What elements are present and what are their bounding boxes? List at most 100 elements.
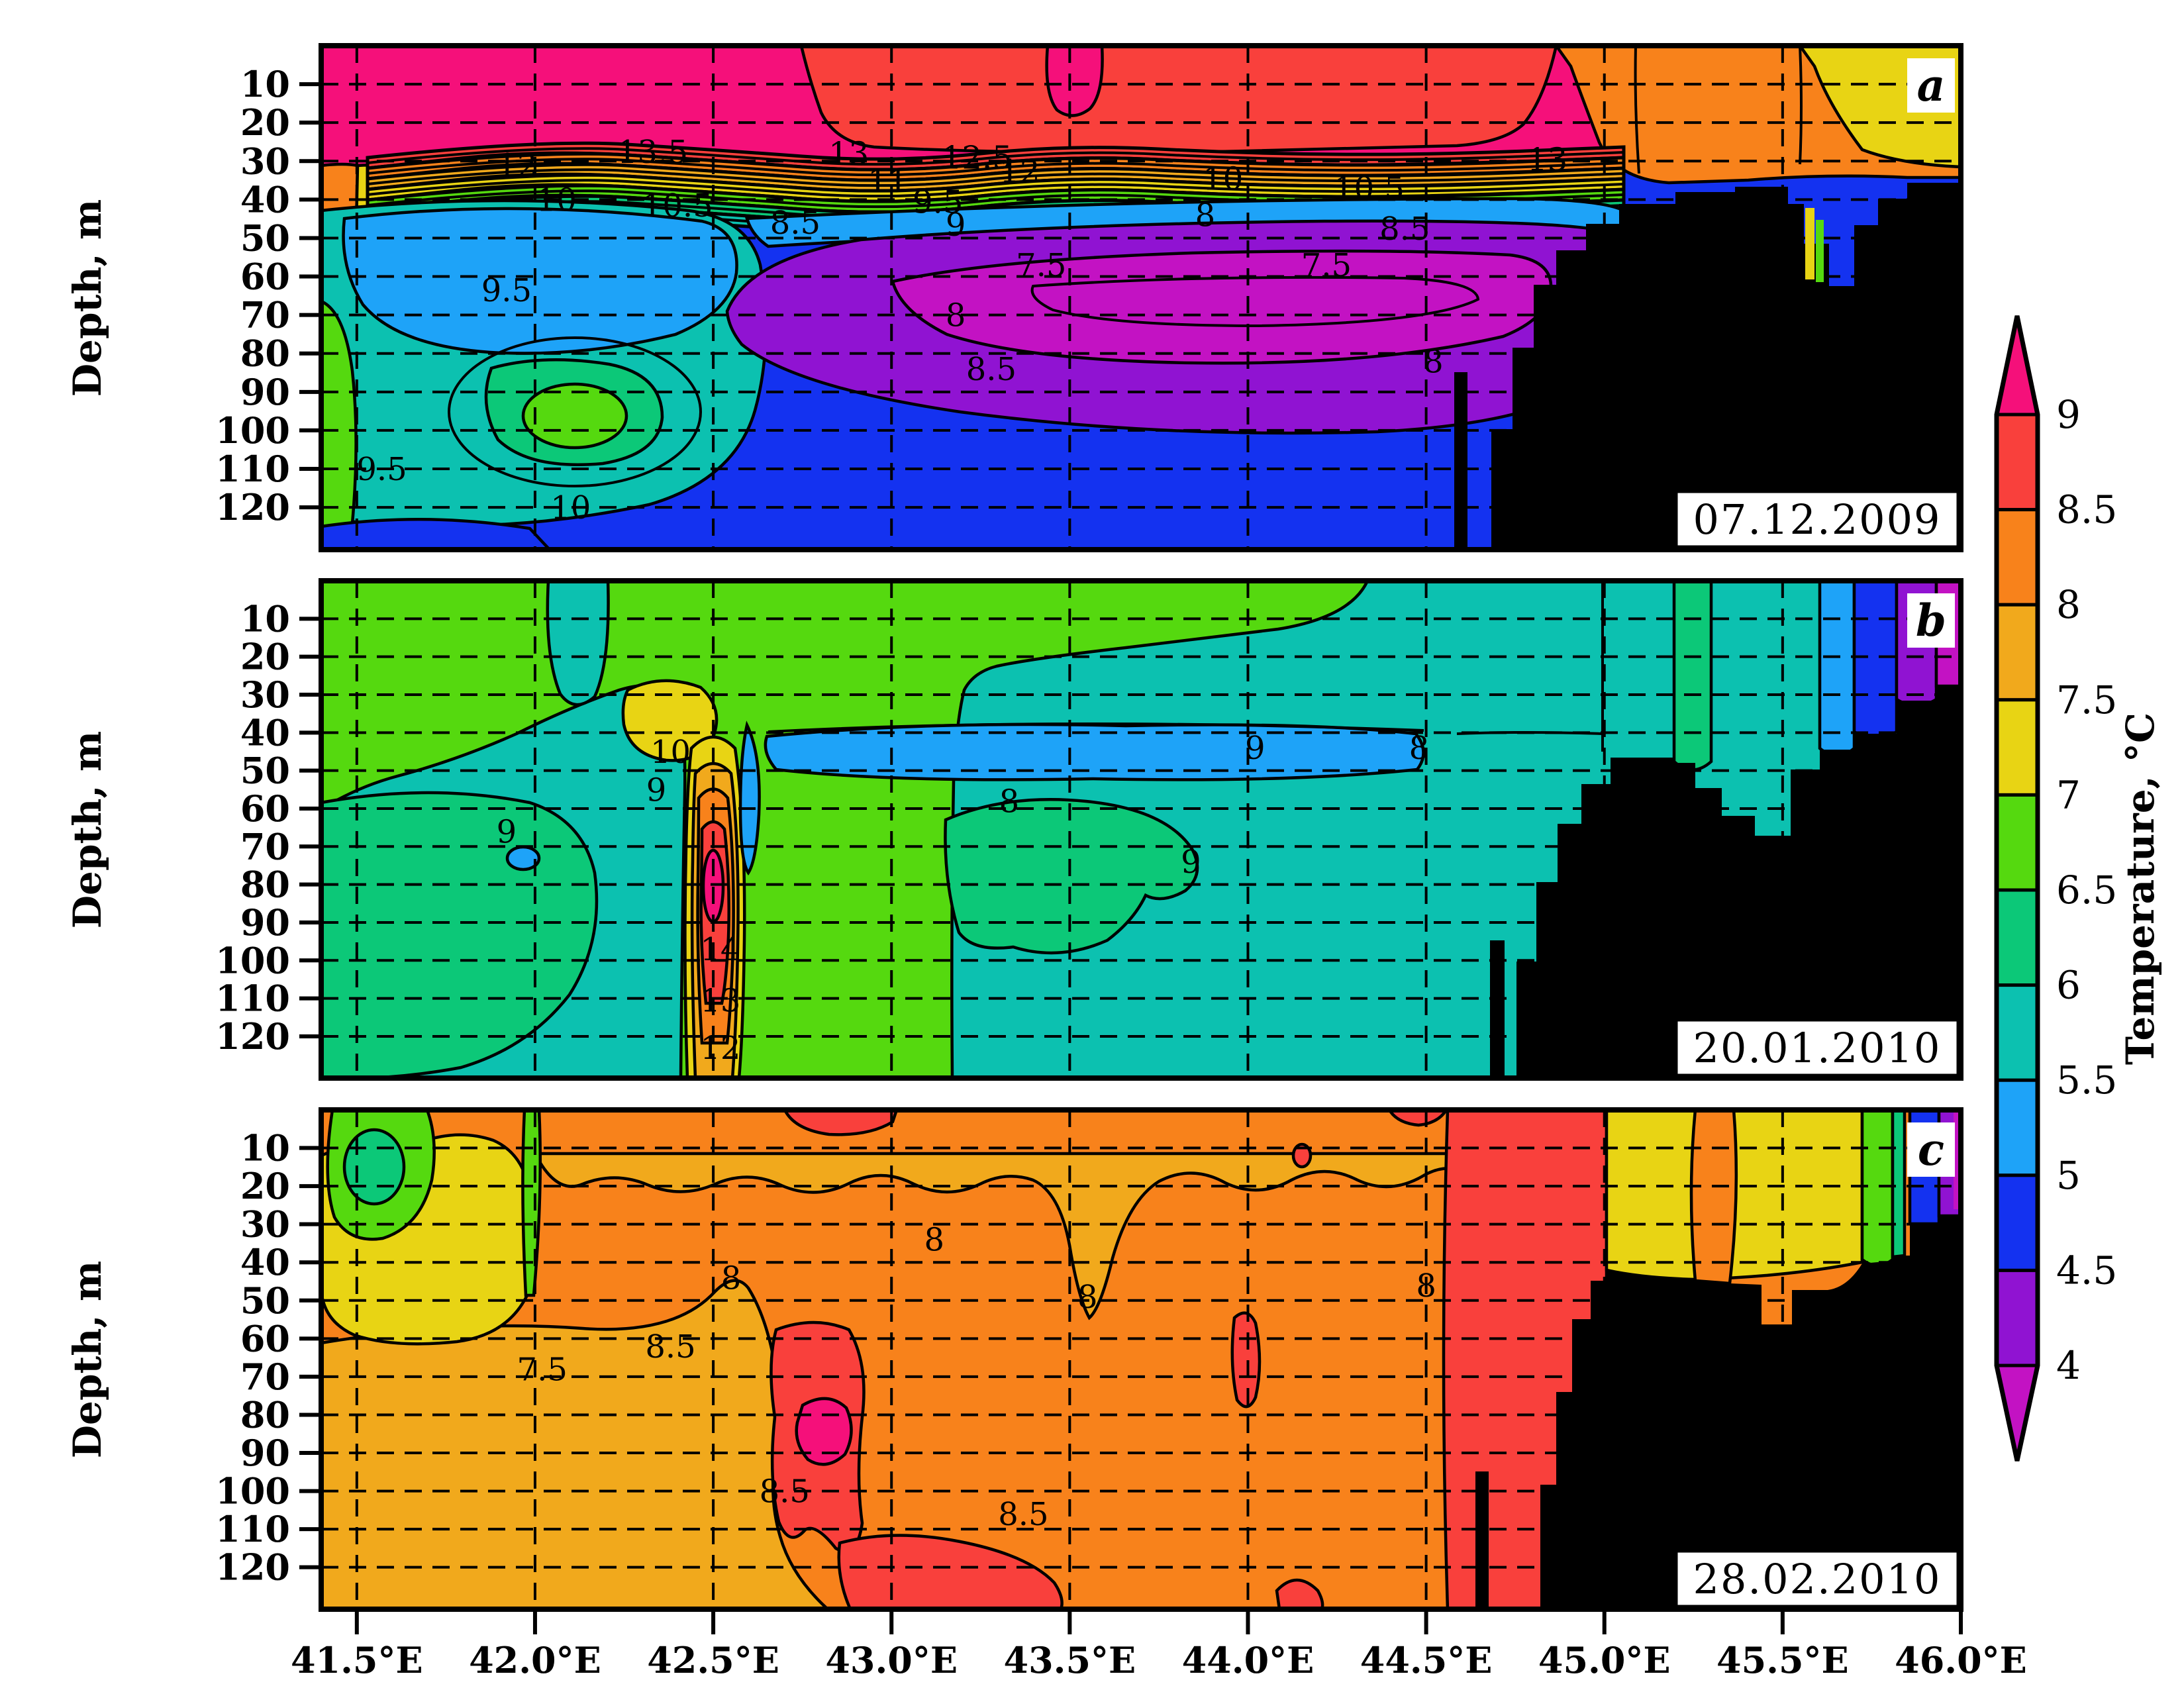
colorbar-segment	[1995, 603, 2040, 702]
contour-label: 8	[1195, 197, 1216, 234]
contour-label: 14	[700, 931, 740, 968]
thermocline-line	[367, 158, 1624, 177]
b-teal-tongue	[546, 583, 610, 707]
c-letter-box	[1907, 1122, 1955, 1177]
a-notch-sliver-yellow	[1805, 208, 1814, 279]
c-red-bottom-blob	[837, 1534, 1064, 1607]
x-tick-label: 46.0°E	[1895, 1639, 2027, 1681]
contour-label: 9.5	[481, 272, 532, 309]
contour-label: 13	[700, 982, 740, 1019]
y-tick-label: 90	[240, 371, 290, 413]
colorbar-tick-label: 6	[2056, 963, 2081, 1008]
y-tick-label: 100	[215, 1470, 290, 1513]
c-red-top-patch-1	[784, 1113, 898, 1136]
colorbar-segment	[1995, 983, 2040, 1082]
c-border	[319, 1107, 1963, 1612]
y-tick-label: 90	[240, 901, 290, 944]
c-red-oval	[1291, 1142, 1313, 1169]
colorbar-segment	[1995, 508, 2040, 607]
x-tick-label: 42.5°E	[647, 1639, 779, 1681]
contour-label: 9	[1245, 730, 1266, 767]
contour-label: 10	[650, 734, 691, 771]
longitude-axis: 41.5°E 42.0°E 42.5°E 43.0°E 43.5°E 44.0°E 44.5…	[291, 1609, 2027, 1681]
contour-label: 8	[1409, 730, 1430, 767]
y-tick-label: 100	[215, 939, 290, 981]
colorbar-tick-label: 6.5	[2056, 868, 2117, 913]
colorbar-segment	[1995, 888, 2040, 987]
y-tick-label: 80	[240, 864, 290, 906]
thermocline-line	[367, 179, 1624, 198]
y-tick-label: 110	[215, 1508, 290, 1550]
a-magenta-core	[891, 249, 1553, 365]
y-tick-label: 40	[240, 711, 290, 754]
contour-label: 7.5	[517, 1351, 568, 1388]
y-tick-label: 20	[240, 1165, 290, 1207]
c-red-top-patch-2	[1389, 1113, 1446, 1127]
c-magenta-sliver	[1954, 1113, 1958, 1209]
contour-label: 8.5	[770, 205, 820, 242]
colorbar-segment	[1995, 1078, 2040, 1177]
y-tick-label: 10	[240, 63, 290, 105]
colorbar-tick-label: 9	[2056, 392, 2081, 437]
thermocline-line	[367, 168, 1624, 187]
a-date: 07.12.2009	[1693, 495, 1942, 544]
a-pink-tongue	[1045, 48, 1104, 117]
colorbar-apex-top	[1994, 315, 2040, 417]
colorbar-segment	[1995, 1268, 2040, 1367]
y-tick-label: 80	[240, 1393, 290, 1436]
y-tick-label: 80	[240, 332, 290, 375]
c-orange-band-right	[1689, 1113, 1738, 1285]
b-border	[319, 578, 1963, 1081]
contour-label: 9	[646, 771, 667, 809]
contour-label: 7.5	[1301, 247, 1352, 284]
y-tick-label: 110	[215, 977, 290, 1020]
y-tick-label: 50	[240, 1279, 290, 1322]
contour-label: 12	[497, 147, 538, 184]
contour-label: 8.5	[1379, 211, 1430, 248]
a-bathymetry	[1491, 183, 1958, 547]
c-depth-axis-label: Depth, m	[65, 1261, 110, 1458]
contour-label: 8	[924, 1222, 945, 1259]
a-cyan-left	[342, 207, 738, 355]
b-thin-line-9	[768, 722, 1424, 733]
contour-label: 9.5	[913, 183, 963, 221]
colorbar-label: Temperature, °C	[2118, 713, 2163, 1065]
y-tick-label: 50	[240, 750, 290, 792]
c-magenta-blob	[795, 1397, 853, 1466]
x-tick-label: 43.0°E	[825, 1639, 958, 1681]
a-green-core	[521, 382, 628, 450]
a-ring-outer-line	[448, 336, 702, 487]
x-tick-label: 43.5°E	[1004, 1639, 1136, 1681]
a-data-gap-bar	[1454, 372, 1467, 547]
a-letter-box	[1907, 58, 1955, 113]
c-red-bottom-bump	[1275, 1578, 1324, 1607]
x-tick-label: 42.0°E	[469, 1639, 601, 1681]
a-surface-red	[800, 48, 1558, 154]
panel-c: 7.5 8.5 8 8 8 8 8.5 8.5	[324, 1113, 1958, 1607]
colorbar-outline	[1994, 315, 2040, 1462]
y-tick-label: 100	[215, 409, 290, 452]
contour-label: 10	[536, 181, 577, 219]
c-letter: c	[1918, 1124, 1944, 1175]
c-contour-labels: 7.5 8.5 8 8 8 8 8.5 8.5	[517, 1222, 1436, 1533]
y-tick-label: 10	[240, 597, 290, 640]
x-tick-label: 44.5°E	[1360, 1639, 1493, 1681]
contour-label: 8.5	[645, 1328, 695, 1365]
contour-label: 10.5	[1334, 170, 1405, 207]
colorbar-segment	[1995, 1173, 2040, 1272]
b-data-gap-bar	[1490, 940, 1505, 1075]
contour-label: 9	[497, 813, 517, 850]
a-vline-2	[1799, 48, 1803, 165]
colorbar-tick-label: 7.5	[2056, 677, 2117, 722]
b-depth-axis-label: Depth, m	[65, 731, 110, 928]
a-blue-bottom-left	[324, 517, 550, 547]
colorbar-tick-label: 5.5	[2056, 1058, 2117, 1103]
a-green-left-column	[324, 301, 358, 547]
c-data-gap-bar	[1475, 1471, 1489, 1607]
contour-label: 11	[868, 162, 908, 199]
y-tick-label: 40	[240, 178, 290, 221]
